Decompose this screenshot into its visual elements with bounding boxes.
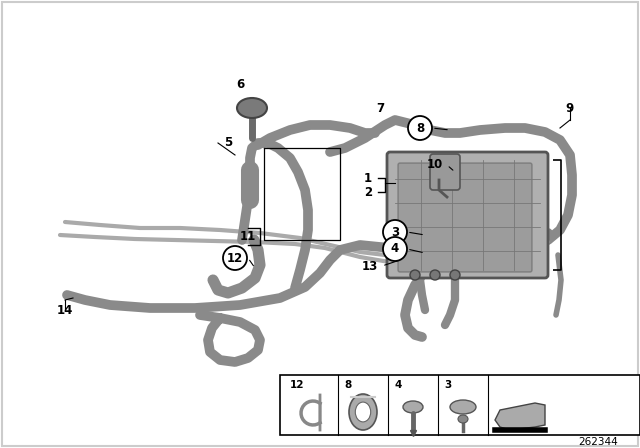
Ellipse shape: [458, 415, 468, 423]
Text: 6: 6: [236, 78, 244, 91]
Circle shape: [383, 220, 407, 244]
FancyBboxPatch shape: [430, 154, 460, 190]
Polygon shape: [495, 403, 545, 430]
Text: 12: 12: [227, 251, 243, 264]
FancyBboxPatch shape: [398, 163, 532, 272]
Text: 262344: 262344: [578, 437, 618, 447]
Text: 3: 3: [444, 380, 452, 390]
Ellipse shape: [237, 98, 267, 118]
Text: 7: 7: [376, 102, 384, 115]
Text: 14: 14: [57, 303, 73, 316]
Text: 1: 1: [364, 172, 372, 185]
Ellipse shape: [349, 394, 377, 430]
Ellipse shape: [403, 401, 423, 413]
Text: 4: 4: [391, 242, 399, 255]
Circle shape: [430, 270, 440, 280]
Text: 10: 10: [427, 159, 443, 172]
Text: 5: 5: [224, 137, 232, 150]
Text: 9: 9: [566, 102, 574, 115]
Text: 11: 11: [240, 229, 256, 242]
Ellipse shape: [450, 400, 476, 414]
Bar: [280, 375, 640, 435]
Text: 13: 13: [362, 259, 378, 272]
Circle shape: [410, 270, 420, 280]
Ellipse shape: [355, 402, 371, 422]
Text: 2: 2: [364, 185, 372, 198]
Circle shape: [383, 237, 407, 261]
Text: 4: 4: [394, 380, 402, 390]
Text: 3: 3: [391, 225, 399, 238]
Circle shape: [223, 246, 247, 270]
Circle shape: [450, 270, 460, 280]
Text: 8: 8: [344, 380, 351, 390]
Circle shape: [408, 116, 432, 140]
Text: 12: 12: [290, 380, 304, 390]
FancyBboxPatch shape: [387, 152, 548, 278]
Text: 8: 8: [416, 121, 424, 134]
